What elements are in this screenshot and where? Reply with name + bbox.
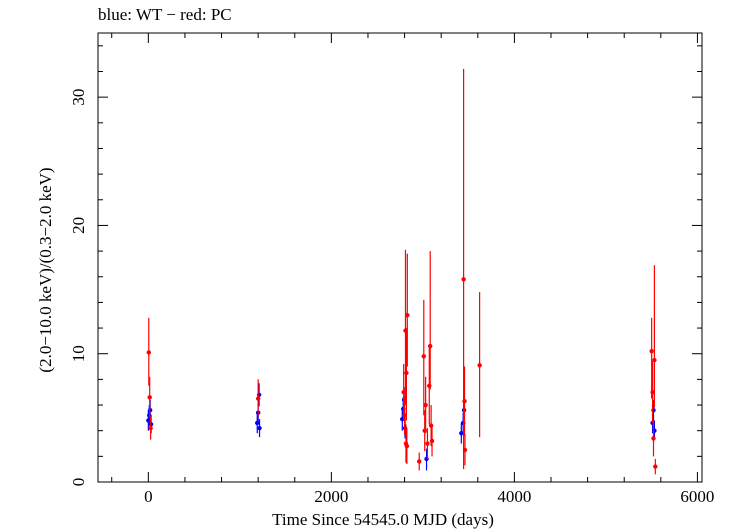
data-point (148, 425, 153, 431)
data-point (402, 413, 407, 418)
data-point (461, 277, 466, 282)
y-tick-label: 0 (69, 478, 88, 487)
series-pc (146, 68, 658, 475)
data-point (405, 313, 410, 318)
data-point (428, 423, 434, 428)
data-point (653, 464, 658, 469)
data-point (652, 357, 657, 363)
x-tick-label: 6000 (680, 487, 714, 506)
data-point (423, 402, 428, 408)
data-point (147, 395, 152, 400)
data-point (651, 436, 656, 441)
series-wt (146, 383, 657, 471)
data-point (650, 390, 655, 395)
data-point (459, 431, 464, 436)
data-point (401, 390, 406, 395)
data-point (427, 383, 432, 388)
data-point (425, 441, 430, 446)
data-point (651, 407, 656, 413)
data-point (652, 428, 657, 433)
x-tick-label: 0 (144, 487, 153, 506)
data-point (404, 443, 410, 449)
data-point (477, 363, 482, 368)
data-point (146, 350, 151, 355)
data-point (462, 447, 468, 453)
y-axis-label: (2.0−10.0 keV)/(0.3−2.0 keV) (36, 167, 55, 372)
data-point (255, 396, 261, 401)
y-tick-label: 30 (69, 89, 88, 106)
data-point (404, 370, 409, 376)
plot-frame (97, 32, 703, 483)
data-point (429, 438, 435, 444)
data-point (649, 348, 654, 354)
x-tick-label: 2000 (314, 487, 348, 506)
data-point (424, 456, 429, 462)
data-point (462, 398, 467, 404)
data-point (257, 425, 262, 431)
data-point (417, 459, 422, 464)
chart-title: blue: WT − red: PC (98, 5, 232, 24)
y-tick-label: 10 (69, 345, 88, 362)
plot-area (146, 68, 658, 475)
y-tick-label: 20 (69, 217, 88, 234)
axis-ticks: 0 2000 4000 6000 0 10 20 30 (69, 33, 714, 506)
data-point (421, 354, 426, 359)
data-point (255, 420, 260, 426)
data-point (256, 392, 262, 397)
x-axis-label: Time Since 54545.0 MJD (days) (272, 510, 494, 529)
data-point (428, 343, 433, 349)
x-tick-label: 4000 (497, 487, 531, 506)
data-point (422, 428, 427, 433)
